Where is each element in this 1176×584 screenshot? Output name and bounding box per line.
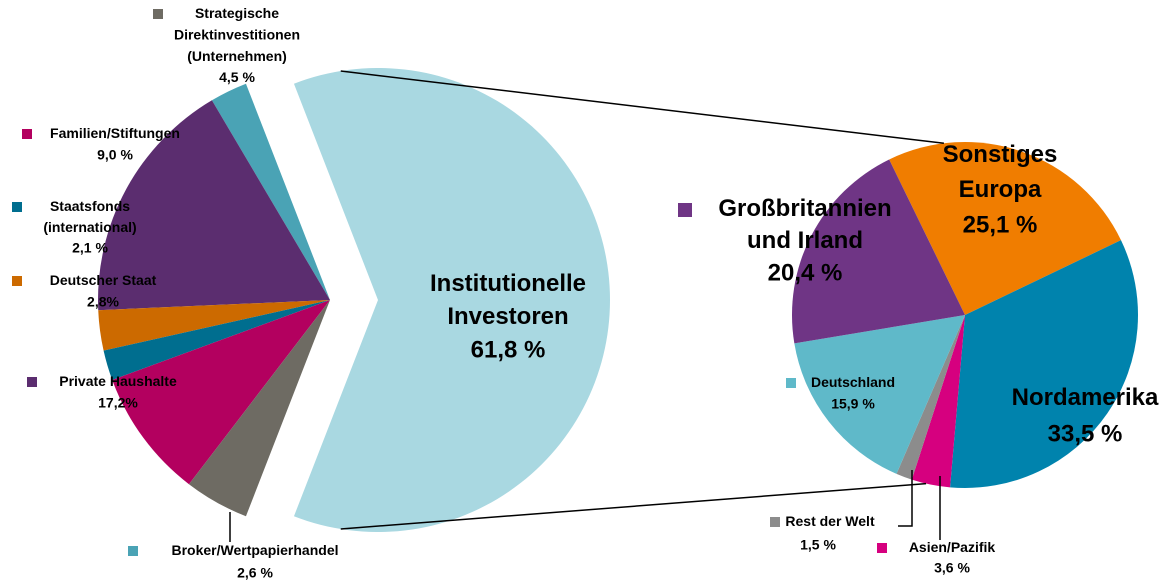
label-line: Broker/Wertpapierhandel (171, 542, 338, 558)
slice-label: Institutionelle Investoren (430, 270, 586, 330)
label-line: Private Haushalte (59, 373, 177, 389)
leader-line (898, 470, 913, 527)
pie-slice (950, 240, 1138, 489)
label-line: (international) (43, 219, 136, 235)
value-label: 61,8 % (471, 336, 546, 363)
legend-marker (877, 543, 887, 553)
legend-marker (153, 9, 163, 19)
pie-slice (98, 300, 330, 351)
label-line: und Irland (747, 227, 863, 254)
connector (340, 482, 927, 530)
slice-label: Broker/Wertpapierhandel (171, 542, 338, 558)
pie-slice (896, 315, 965, 480)
slice-label: Nordamerika (1012, 384, 1159, 411)
slice-label: Staatsfonds (international) (43, 198, 136, 235)
legend-marker (678, 203, 692, 217)
value-label: 20,4 % (768, 259, 843, 286)
pie-slice (103, 300, 330, 380)
value-label: 1,5 % (800, 537, 836, 553)
label-line: Großbritannien (718, 195, 891, 222)
legend-marker (786, 378, 796, 388)
value-label: 33,5 % (1048, 420, 1123, 447)
legend-marker (12, 276, 22, 286)
slice-label: Familien/Stiftungen (50, 125, 180, 141)
slice-label: Rest der Welt (785, 513, 875, 529)
label-line: Deutschland (811, 374, 895, 390)
label-line: Asien/Pazifik (909, 539, 996, 555)
label-line: Europa (959, 176, 1042, 203)
slice-label: Sonstiges Europa (943, 141, 1058, 203)
pie-slice (211, 83, 330, 301)
legend-marker (770, 517, 780, 527)
value-label: 25,1 % (963, 211, 1038, 238)
legend-marker (12, 202, 22, 212)
value-label: 9,0 % (97, 147, 133, 163)
legend-marker (22, 129, 32, 139)
label-line: Institutionelle (430, 270, 586, 297)
label-line: Direktinvestitionen (174, 26, 300, 42)
label-line: Investoren (447, 303, 568, 330)
value-label: 17,2% (98, 395, 138, 411)
slice-label: Strategische Direktinvestitionen (Unterneh… (174, 5, 300, 64)
pie-slice (293, 67, 610, 532)
label-line: Nordamerika (1012, 384, 1159, 411)
value-label: 2,1 % (72, 240, 108, 256)
label-line: Strategische (195, 5, 279, 21)
value-label: 15,9 % (831, 396, 875, 412)
pie-slice (794, 315, 965, 474)
pie-slice (889, 142, 1121, 315)
legend-marker (128, 546, 138, 556)
connector (340, 70, 945, 145)
slice-label: Großbritannien und Irland (718, 195, 891, 254)
pie-slice (791, 159, 965, 344)
value-label: 4,5 % (219, 69, 255, 85)
value-label: 2,8% (87, 294, 119, 310)
slice-label: Deutschland (811, 374, 895, 390)
label-line: Rest der Welt (785, 513, 875, 529)
slice-label: Deutscher Staat (50, 272, 157, 288)
value-label: 3,6 % (934, 560, 970, 576)
label-line: Sonstiges (943, 141, 1058, 168)
pie-slice (97, 100, 330, 311)
pie-slice (112, 300, 330, 485)
label-line: Deutscher Staat (50, 272, 157, 288)
slice-label: Asien/Pazifik (909, 539, 996, 555)
pie-slice (188, 300, 330, 517)
label-line: (Unternehmen) (187, 48, 287, 64)
legend-marker (27, 377, 37, 387)
label-line: Staatsfonds (50, 198, 130, 214)
value-label: 2,6 % (237, 565, 273, 581)
label-line: Familien/Stiftungen (50, 125, 180, 141)
slice-label: Private Haushalte (59, 373, 177, 389)
pie-slice (911, 315, 965, 488)
